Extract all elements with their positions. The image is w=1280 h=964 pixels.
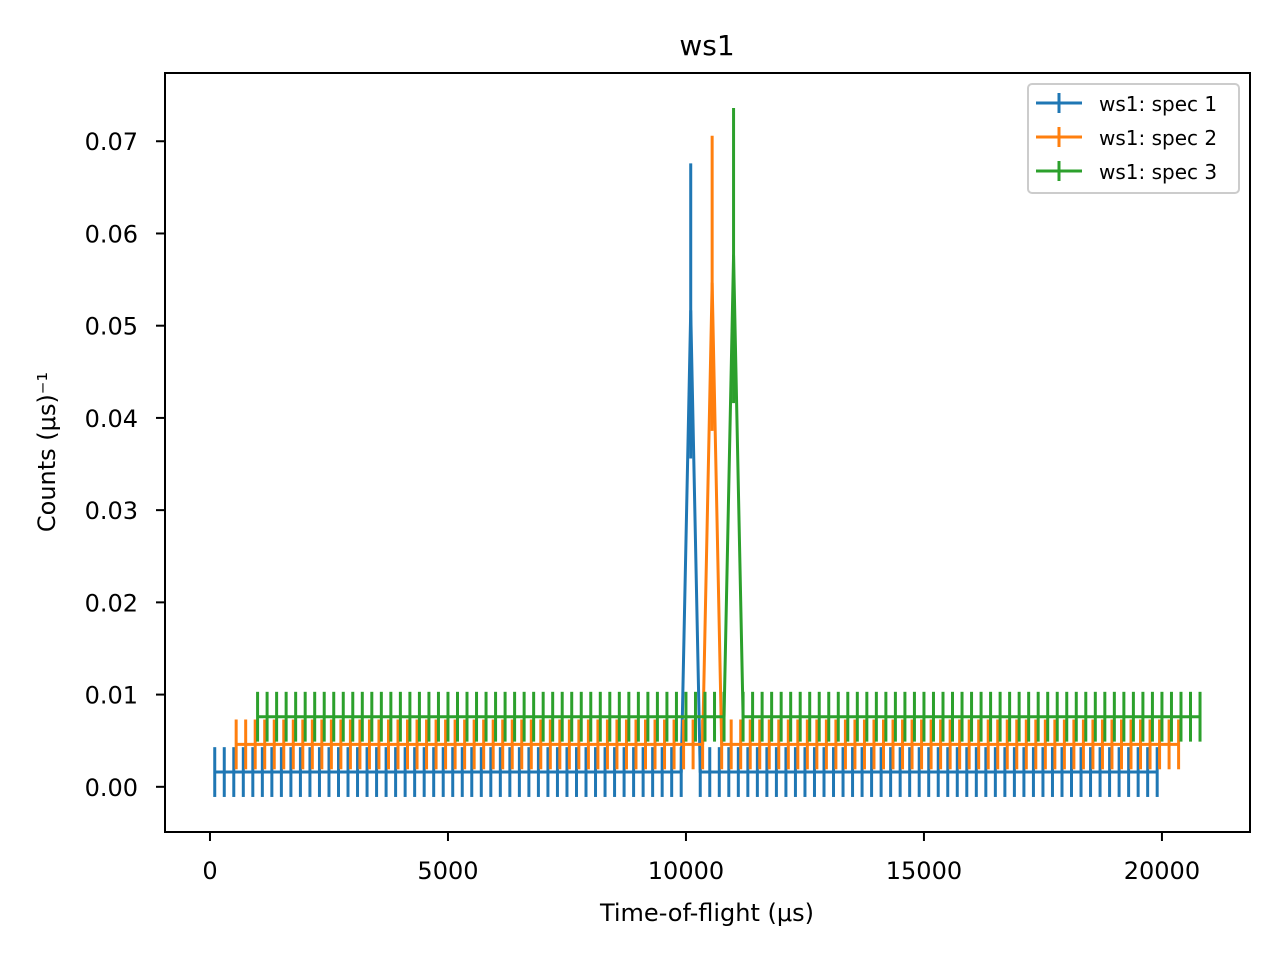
series-line [236,281,1179,746]
y-tick-label: 0.01 [85,682,138,710]
legend: ws1: spec 1 ws1: spec 2 ws1: spec 3 [1027,83,1240,194]
series-1 [213,163,1159,797]
legend-label: ws1: spec 3 [1099,160,1217,184]
x-tick-label: 10000 [648,857,724,885]
x-tick-label: 0 [202,857,217,885]
x-axis-label: Time-of-flight (μs) [599,899,814,927]
y-tick-label: 0.07 [85,128,138,156]
legend-label: ws1: spec 1 [1099,92,1217,116]
y-axis-label: Counts (μs)⁻¹ [33,372,61,532]
legend-label: ws1: spec 2 [1099,126,1217,150]
series-2 [234,135,1181,770]
x-axis: 0 5000 10000 15000 20000 [202,832,1200,885]
legend-entry: ws1: spec 1 [1036,92,1217,116]
y-tick-label: 0.05 [85,313,138,341]
x-tick-label: 15000 [886,857,962,885]
series-line [257,254,1201,719]
x-tick-label: 20000 [1124,857,1200,885]
legend-frame [1027,83,1240,194]
y-tick-label: 0.04 [85,405,138,433]
series-3 [256,108,1202,742]
chart-title: ws1 [679,29,734,62]
y-tick-label: 0.06 [85,220,138,248]
axes-frame [164,72,1251,833]
y-axis: 0.00 0.01 0.02 0.03 0.04 0.05 0.06 0.07 [85,128,165,802]
y-tick-label: 0.03 [85,497,138,525]
legend-entry: ws1: spec 3 [1036,160,1217,184]
y-tick-label: 0.02 [85,589,138,617]
x-tick-label: 5000 [417,857,478,885]
y-tick-label: 0.00 [85,774,138,802]
legend-entry: ws1: spec 2 [1036,126,1217,150]
plot-area [213,108,1202,797]
series-line [214,309,1158,774]
